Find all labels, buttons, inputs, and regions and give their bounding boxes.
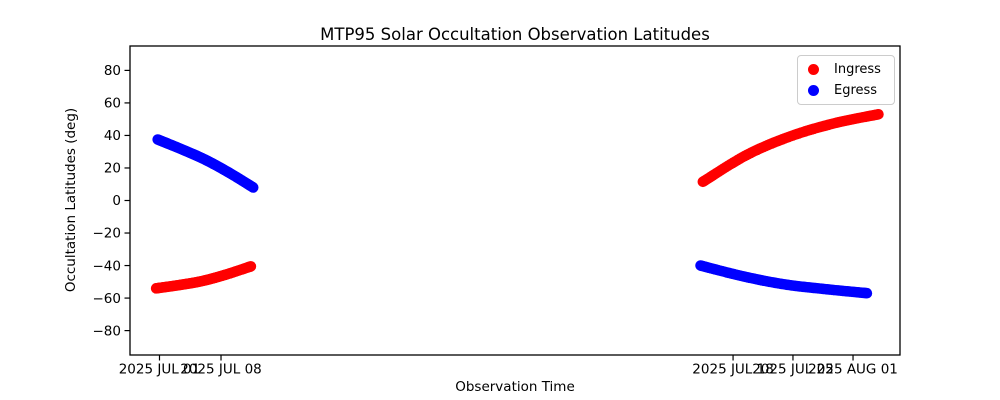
egress-data-point (861, 287, 873, 299)
x-tick-label: 2025 JUL 01 (119, 362, 201, 378)
y-tick-label: 40 (104, 128, 121, 144)
x-axis-label: Observation Time (455, 379, 575, 395)
ingress-marker-icon (808, 64, 819, 75)
egress-data-point (247, 182, 259, 193)
x-tick-label: 2025 JUL 08 (180, 362, 262, 378)
axes-frame (129, 45, 901, 356)
y-tick-label: 0 (112, 193, 121, 209)
x-tick-label: 2025 JUL 25 (752, 362, 834, 378)
ingress-data-point (873, 109, 884, 120)
y-axis-label: Occultation Latitudes (deg) (63, 107, 79, 293)
legend-item-egress: Egress (798, 80, 894, 101)
y-tick-label: 20 (104, 161, 121, 177)
y-tick-label: 60 (104, 96, 121, 112)
y-tick-label: −60 (93, 291, 122, 307)
x-tick-label: 2025 JUL 18 (692, 362, 774, 378)
y-tick-label: −80 (93, 323, 122, 339)
x-tick-label: 2025 AUG 01 (808, 362, 898, 378)
legend-label-ingress: Ingress (834, 62, 881, 77)
chart-title: MTP95 Solar Occultation Observation Lati… (320, 25, 710, 44)
y-tick-label: 80 (104, 63, 121, 79)
legend-label-egress: Egress (834, 83, 878, 98)
legend-item-ingress: Ingress (798, 59, 894, 80)
egress-marker-icon (808, 85, 819, 96)
y-tick-label: −20 (93, 226, 122, 242)
legend: Ingress Egress (797, 55, 895, 105)
ingress-data-point (245, 261, 257, 272)
y-tick-label: −40 (93, 258, 122, 274)
